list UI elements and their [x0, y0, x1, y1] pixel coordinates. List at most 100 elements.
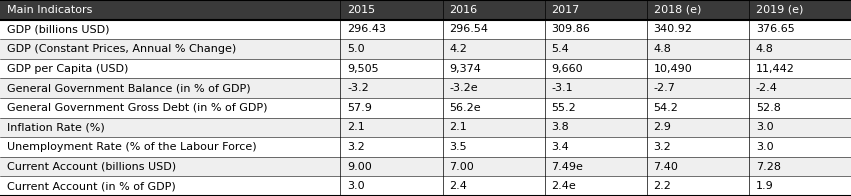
Text: 296.43: 296.43 [347, 24, 386, 34]
Text: 52.8: 52.8 [756, 103, 780, 113]
Text: 5.4: 5.4 [551, 44, 569, 54]
Text: 5.0: 5.0 [347, 44, 365, 54]
Bar [443, 59, 545, 78]
Bar [749, 39, 851, 59]
Bar [749, 176, 851, 196]
Bar [0, 39, 340, 59]
Text: 7.28: 7.28 [756, 162, 780, 172]
Text: 55.2: 55.2 [551, 103, 576, 113]
Bar [545, 39, 647, 59]
Bar [647, 137, 749, 157]
Bar [545, 20, 647, 39]
Text: 296.54: 296.54 [449, 24, 488, 34]
Text: -2.7: -2.7 [654, 83, 676, 93]
Bar [647, 20, 749, 39]
Text: 2.2: 2.2 [654, 181, 671, 191]
Text: 9,374: 9,374 [449, 64, 481, 74]
Text: 3.0: 3.0 [756, 142, 774, 152]
Bar [443, 118, 545, 137]
Text: 2.1: 2.1 [449, 122, 467, 132]
Bar [443, 157, 545, 176]
Bar [340, 98, 443, 118]
Bar [647, 118, 749, 137]
Text: GDP (billions USD): GDP (billions USD) [7, 24, 109, 34]
Bar [340, 20, 443, 39]
Text: 9,660: 9,660 [551, 64, 583, 74]
Text: 340.92: 340.92 [654, 24, 693, 34]
Bar [0, 78, 340, 98]
Bar [0, 137, 340, 157]
Text: 57.9: 57.9 [347, 103, 372, 113]
Text: 56.2e: 56.2e [449, 103, 481, 113]
Bar [340, 157, 443, 176]
Bar [749, 59, 851, 78]
Bar [0, 20, 340, 39]
Bar [340, 78, 443, 98]
Text: 3.2: 3.2 [654, 142, 671, 152]
Bar [443, 98, 545, 118]
Bar [647, 78, 749, 98]
Bar [749, 157, 851, 176]
Bar [647, 59, 749, 78]
Bar [340, 137, 443, 157]
Text: 3.0: 3.0 [756, 122, 774, 132]
Bar [647, 39, 749, 59]
Bar [340, 118, 443, 137]
Bar [0, 118, 340, 137]
Bar [443, 137, 545, 157]
Bar [545, 176, 647, 196]
Text: 2.4e: 2.4e [551, 181, 576, 191]
Text: Main Indicators: Main Indicators [7, 5, 92, 15]
Bar [340, 176, 443, 196]
Text: Inflation Rate (%): Inflation Rate (%) [7, 122, 105, 132]
Text: 2.9: 2.9 [654, 122, 671, 132]
Bar [443, 176, 545, 196]
Text: 7.00: 7.00 [449, 162, 474, 172]
Text: -3.2: -3.2 [347, 83, 369, 93]
Text: 9,505: 9,505 [347, 64, 379, 74]
Bar [0, 59, 340, 78]
Text: 7.49e: 7.49e [551, 162, 583, 172]
Bar [749, 98, 851, 118]
Bar [443, 39, 545, 59]
Text: 9.00: 9.00 [347, 162, 372, 172]
Bar [647, 98, 749, 118]
Text: 2019 (e): 2019 (e) [756, 5, 803, 15]
Bar [749, 0, 851, 20]
Text: 3.2: 3.2 [347, 142, 365, 152]
Bar [647, 0, 749, 20]
Text: 10,490: 10,490 [654, 64, 693, 74]
Text: GDP per Capita (USD): GDP per Capita (USD) [7, 64, 129, 74]
Text: 4.8: 4.8 [756, 44, 774, 54]
Bar [749, 20, 851, 39]
Text: 3.0: 3.0 [347, 181, 365, 191]
Bar [545, 98, 647, 118]
Bar [340, 0, 443, 20]
Text: 376.65: 376.65 [756, 24, 795, 34]
Bar [545, 59, 647, 78]
Text: General Government Balance (in % of GDP): General Government Balance (in % of GDP) [7, 83, 250, 93]
Bar [0, 0, 340, 20]
Text: 2017: 2017 [551, 5, 580, 15]
Text: 3.5: 3.5 [449, 142, 467, 152]
Text: 4.2: 4.2 [449, 44, 467, 54]
Text: 54.2: 54.2 [654, 103, 678, 113]
Text: Current Account (billions USD): Current Account (billions USD) [7, 162, 176, 172]
Bar [545, 0, 647, 20]
Text: 309.86: 309.86 [551, 24, 591, 34]
Bar [545, 78, 647, 98]
Text: 1.9: 1.9 [756, 181, 774, 191]
Text: -3.1: -3.1 [551, 83, 573, 93]
Text: 2.1: 2.1 [347, 122, 365, 132]
Bar [545, 137, 647, 157]
Text: 3.8: 3.8 [551, 122, 569, 132]
Bar [340, 59, 443, 78]
Bar [340, 39, 443, 59]
Text: GDP (Constant Prices, Annual % Change): GDP (Constant Prices, Annual % Change) [7, 44, 236, 54]
Text: General Government Gross Debt (in % of GDP): General Government Gross Debt (in % of G… [7, 103, 267, 113]
Text: 2.4: 2.4 [449, 181, 467, 191]
Bar [0, 176, 340, 196]
Bar [749, 78, 851, 98]
Text: 11,442: 11,442 [756, 64, 795, 74]
Text: 3.4: 3.4 [551, 142, 569, 152]
